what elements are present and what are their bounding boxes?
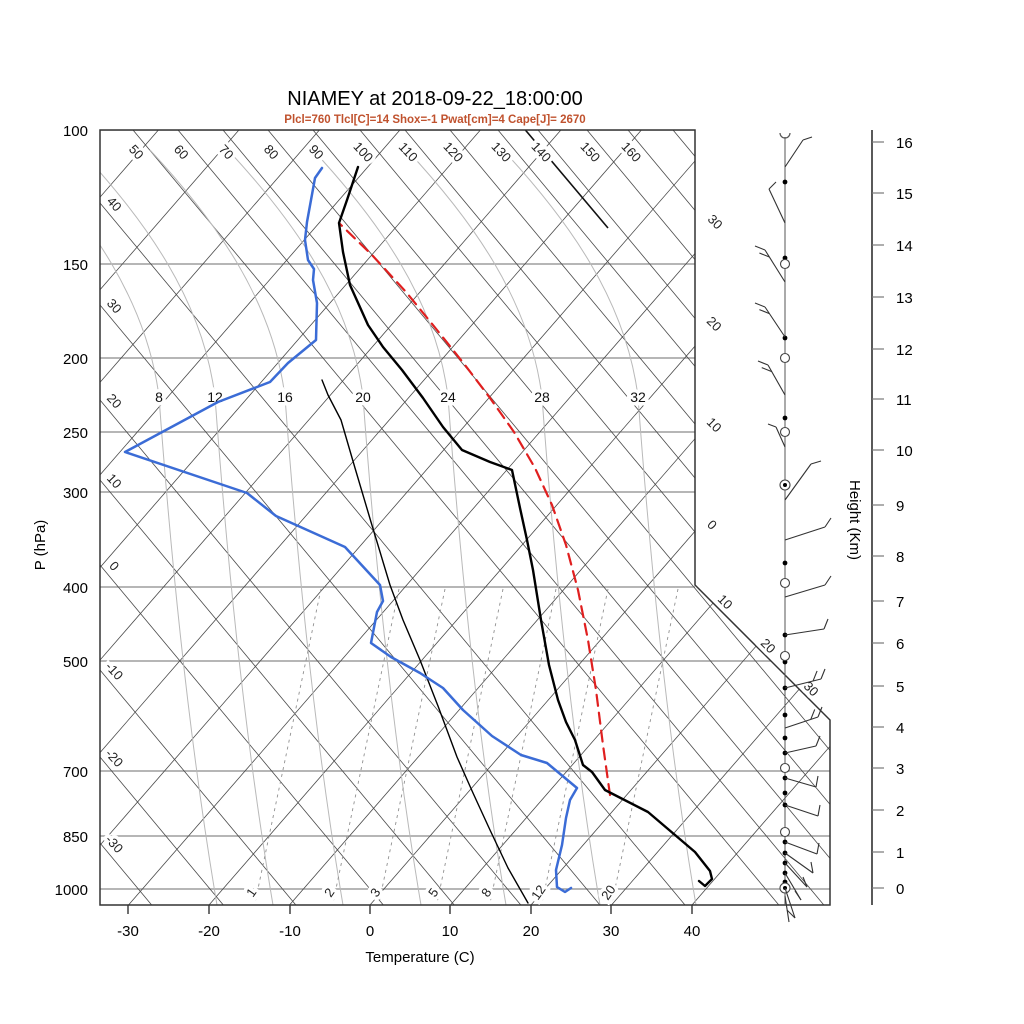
svg-text:300: 300 [63,485,88,502]
svg-text:11: 11 [896,392,912,409]
svg-text:200: 200 [63,351,88,368]
svg-text:60: 60 [171,142,192,163]
svg-text:90: 90 [306,142,327,163]
svg-text:6: 6 [896,636,904,653]
svg-text:24: 24 [440,389,456,405]
svg-text:5: 5 [896,679,904,696]
chart-title: NIAMEY at 2018-09-22_18:00:00 [287,88,583,110]
svg-text:70: 70 [216,142,237,163]
svg-text:1: 1 [243,885,259,900]
svg-text:-10: -10 [102,659,126,683]
svg-text:120: 120 [440,139,466,165]
svg-text:2: 2 [896,803,904,820]
svg-text:80: 80 [261,142,282,163]
svg-text:50: 50 [126,142,147,163]
svg-text:13: 13 [896,290,913,307]
svg-text:0: 0 [106,558,122,574]
svg-text:-10: -10 [279,923,301,940]
svg-text:8: 8 [896,549,904,566]
svg-text:14: 14 [896,238,913,255]
svg-text:32: 32 [630,389,646,405]
chart-subtitle: Plcl=760 Tlcl[C]=14 Shox=-1 Pwat[cm]=4 C… [284,114,586,126]
svg-text:20: 20 [523,923,540,940]
svg-text:10: 10 [704,414,725,435]
svg-text:20: 20 [355,389,371,405]
svg-text:0: 0 [896,881,904,898]
svg-text:16: 16 [277,389,293,405]
svg-text:40: 40 [684,923,701,940]
svg-text:30: 30 [705,211,726,232]
svg-text:10: 10 [896,443,913,460]
svg-text:9: 9 [896,498,904,515]
svg-text:3: 3 [367,885,383,900]
svg-text:100: 100 [63,123,88,140]
svg-text:Temperature (C): Temperature (C) [365,949,474,966]
svg-text:500: 500 [63,654,88,671]
svg-text:20: 20 [758,635,779,656]
svg-text:100: 100 [350,139,376,165]
svg-text:0: 0 [366,923,374,940]
svg-text:28: 28 [534,389,550,405]
svg-text:20: 20 [704,313,725,334]
svg-text:4: 4 [896,720,904,737]
svg-text:8: 8 [155,389,163,405]
svg-text:1000: 1000 [55,882,88,899]
svg-text:1: 1 [896,845,904,862]
svg-text:16: 16 [896,135,913,152]
svg-text:150: 150 [63,257,88,274]
svg-text:15: 15 [896,186,913,203]
svg-text:P (hPa): P (hPa) [32,520,49,571]
svg-text:700: 700 [63,764,88,781]
svg-text:-20: -20 [198,923,220,940]
svg-text:10: 10 [442,923,459,940]
svg-text:250: 250 [63,425,88,442]
svg-text:2: 2 [321,885,337,900]
svg-text:400: 400 [63,580,88,597]
svg-text:30: 30 [603,923,620,940]
svg-text:10: 10 [715,591,736,612]
svg-text:-20: -20 [102,746,126,770]
svg-text:7: 7 [896,594,904,611]
svg-text:160: 160 [618,139,644,165]
svg-text:0: 0 [704,517,720,533]
svg-text:-30: -30 [117,923,139,940]
svg-text:Height (Km): Height (Km) [846,480,863,560]
svg-text:8: 8 [478,885,494,900]
svg-text:12: 12 [896,342,913,359]
svg-text:150: 150 [577,139,603,165]
svg-text:130: 130 [488,139,514,165]
svg-text:850: 850 [63,829,88,846]
svg-text:3: 3 [896,761,904,778]
